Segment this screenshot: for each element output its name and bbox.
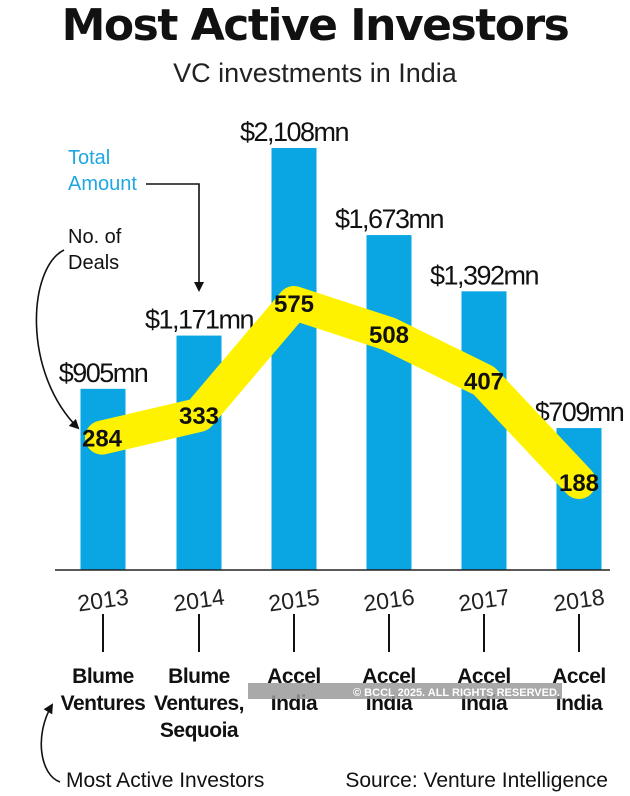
deals-label: 188	[559, 470, 599, 497]
deals-line	[85, 286, 596, 499]
investor-name: Accel	[267, 665, 321, 688]
deals-label: 407	[464, 369, 504, 396]
investor-name: Ventures,	[154, 692, 244, 715]
year-tick-label: 2013	[76, 584, 130, 617]
amount-label: $905mn	[59, 358, 148, 388]
investor-name: Accel	[457, 665, 511, 688]
chart-title: Most Active Investors	[61, 0, 570, 51]
arrow-total-amount	[146, 183, 204, 292]
investor-name: Blume	[168, 665, 230, 688]
arrow-investors	[40, 703, 61, 783]
investor-name: Sequoia	[160, 719, 239, 742]
investor-name: Ventures	[61, 692, 146, 715]
bar-amount-2017	[461, 291, 507, 570]
deals-label: 333	[179, 403, 219, 430]
watermark-text: © BCCL 2025. ALL RIGHTS RESERVED.	[353, 687, 560, 699]
deals-label: 284	[82, 426, 123, 453]
year-tick-label: 2014	[172, 584, 226, 617]
amount-label: $1,673mn	[335, 204, 444, 234]
year-tick-label: 2018	[552, 584, 606, 617]
amount-label: $1,392mn	[430, 260, 539, 290]
annotation-investors: Most Active Investors	[66, 769, 264, 792]
deals-label: 508	[369, 322, 409, 349]
chart-subtitle: VC investments in India	[173, 58, 457, 88]
source-note: Source: Venture Intelligence	[345, 769, 608, 792]
investor-name: India	[556, 692, 603, 715]
amount-label: $1,171mn	[145, 305, 254, 335]
year-tick-label: 2017	[457, 584, 511, 617]
investor-name: Accel	[552, 665, 606, 688]
annotation-total-amount: Total	[68, 147, 110, 169]
bar-amount-2013	[80, 388, 126, 570]
watermark-strip	[248, 683, 562, 699]
amount-label: $2,108mn	[240, 117, 349, 147]
annotation-deals: Deals	[68, 252, 119, 274]
amount-label: $709mn	[535, 397, 624, 427]
investor-name: Blume	[72, 665, 134, 688]
bar-amount-2016	[366, 235, 412, 570]
bar-amount-2015	[271, 148, 317, 570]
deals-label: 575	[274, 291, 314, 318]
annotation-deals: No. of	[68, 226, 122, 248]
year-tick-label: 2016	[362, 584, 416, 617]
arrow-deals	[35, 249, 80, 430]
investor-name: Accel	[362, 665, 416, 688]
year-tick-label: 2015	[267, 584, 321, 617]
annotation-total-amount: Amount	[68, 173, 137, 195]
